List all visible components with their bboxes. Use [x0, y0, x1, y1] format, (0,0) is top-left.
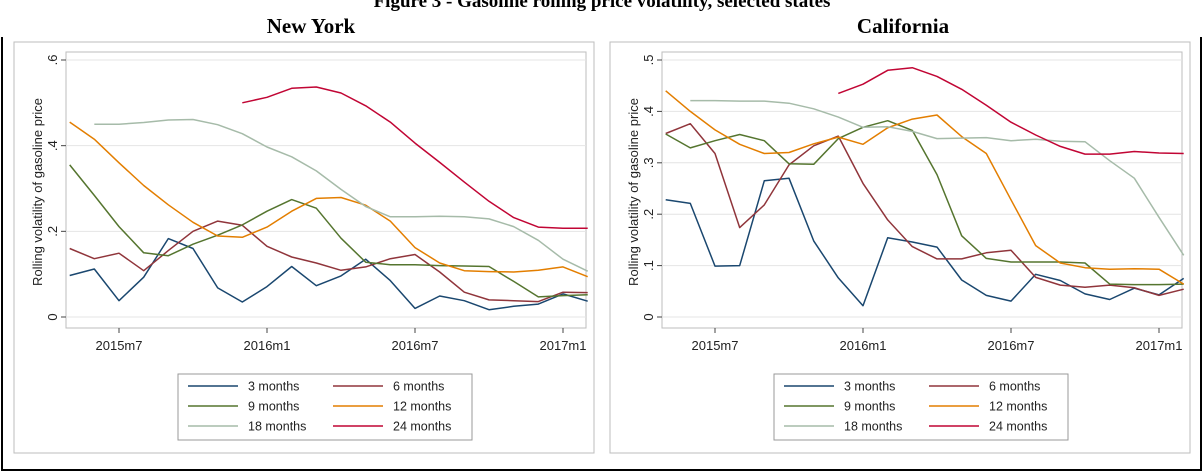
legend-label-24-months: 24 months [393, 420, 451, 434]
x-tick-label: 2016m7 [988, 338, 1035, 353]
x-tick-label: 2016m7 [392, 338, 439, 353]
series-line-3-months [69, 237, 588, 311]
y-tick-label: .2 [45, 226, 60, 237]
series-line-12-months [665, 90, 1185, 285]
y-tick-label: .6 [45, 55, 60, 66]
series-line-6-months [665, 122, 1184, 297]
x-tick-label: 2016m1 [244, 338, 291, 353]
series-line-6-months [69, 220, 588, 303]
series-line-24-months [242, 86, 588, 230]
legend-label-18-months: 18 months [248, 420, 306, 434]
plot-area [65, 51, 587, 329]
legend-label-3-months: 3 months [248, 380, 299, 394]
y-tick-label: 0 [641, 313, 656, 320]
series-line-9-months [69, 164, 588, 298]
y-tick-label: .2 [641, 209, 656, 220]
series-line-24-months [838, 66, 1184, 155]
legend-box [177, 373, 473, 441]
y-tick-label: .1 [641, 260, 656, 271]
legend-label-24-months: 24 months [989, 420, 1047, 434]
series-line-3-months [665, 177, 1185, 307]
legend-label-6-months: 6 months [393, 380, 444, 394]
series-line-12-months [69, 121, 588, 278]
x-tick-label: 2017m1 [540, 338, 587, 353]
legend-label-6-months: 6 months [989, 380, 1040, 394]
chart-new-york: 0 .2 .4 .6 2015m7 2016m1 2016m7 2017m1 Rolling v… [13, 41, 595, 454]
legend-label-12-months: 12 months [393, 400, 451, 414]
legend-box [773, 373, 1069, 441]
x-tick-label: 2015m7 [692, 338, 739, 353]
y-tick-label: .4 [641, 106, 656, 117]
x-tick-label: 2015m7 [96, 338, 143, 353]
panel-title-new-york: New York [266, 14, 356, 38]
plot-area [661, 51, 1183, 329]
y-tick-label: .5 [641, 55, 656, 66]
y-tick-label: 0 [45, 313, 60, 320]
x-tick-label: 2016m1 [840, 338, 887, 353]
legend-label-12-months: 12 months [989, 400, 1047, 414]
x-tick-label: 2017m1 [1136, 338, 1183, 353]
y-tick-label: .3 [641, 157, 656, 168]
legend-label-9-months: 9 months [844, 400, 895, 414]
series-line-9-months [665, 119, 1184, 286]
chart-california: 0 .1 .2 .3 .4 .5 2015m7 2016m1 2016m7 2017m1 Rolli… [609, 41, 1191, 454]
y-axis-title: Rolling volatility of gasoline price [30, 98, 45, 286]
legend-label-3-months: 3 months [844, 380, 895, 394]
figure-title: Figure 3 - Gasoline rolling price volati… [373, 0, 831, 12]
y-axis-title: Rolling volatility of gasoline price [626, 98, 641, 286]
panel-title-california: California [856, 14, 950, 38]
series-line-18-months [94, 118, 589, 272]
legend-label-18-months: 18 months [844, 420, 902, 434]
y-tick-label: .4 [45, 140, 60, 151]
figure-frame [1, 37, 1202, 471]
legend-label-9-months: 9 months [248, 400, 299, 414]
